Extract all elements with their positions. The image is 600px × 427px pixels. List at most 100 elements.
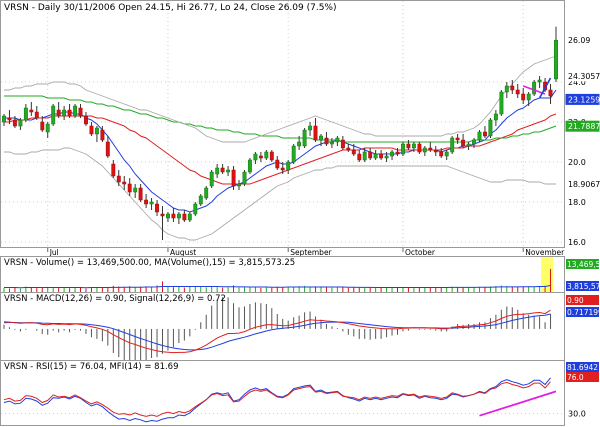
macd-signal-line — [3, 313, 551, 351]
macd-value-tags: 0.90 0.717199 — [566, 295, 600, 317]
candle-body — [280, 167, 285, 171]
candle-body — [171, 213, 176, 219]
volume-value-tag — [566, 259, 599, 269]
candle-body — [466, 143, 471, 147]
rsi-value-tag — [566, 362, 599, 372]
volume-value-tag-label: 3,815,57 — [567, 282, 600, 291]
month-label: October — [405, 248, 436, 257]
trend-marker-line — [538, 77, 552, 99]
candle-body — [187, 213, 192, 221]
candle-body — [127, 183, 132, 193]
candle-body — [329, 141, 334, 145]
candle-body — [89, 125, 94, 135]
candle-body — [12, 119, 17, 127]
price-tick-label: 18.0 — [568, 198, 586, 207]
candle-body — [444, 151, 449, 157]
candle-body — [62, 109, 67, 117]
candle-body — [504, 85, 509, 93]
candle-body — [51, 105, 56, 125]
candle-body — [515, 89, 520, 95]
candle-body — [34, 111, 39, 119]
candle-body — [176, 213, 181, 219]
candle-body — [247, 159, 252, 173]
volume-highlight — [541, 257, 553, 292]
candle-body — [116, 175, 121, 183]
price-value-tag-label: 24.3057 — [568, 72, 600, 81]
candle-body — [45, 123, 50, 133]
candle-body — [450, 137, 455, 153]
price-value-tag-label: 21.7887 — [568, 122, 600, 131]
volume-ma-line — [4, 285, 551, 289]
candle-body — [286, 161, 291, 171]
candle-body — [324, 137, 329, 145]
volume-value-tag — [566, 281, 599, 291]
volume-ma-path — [4, 285, 551, 289]
candle-body — [7, 117, 12, 121]
rsi-axis: 30.0 — [568, 410, 586, 419]
candle-body — [411, 143, 416, 149]
candle-body — [384, 155, 389, 159]
candle-body — [209, 171, 214, 187]
price-value-tag — [565, 70, 600, 82]
candle-body — [401, 143, 405, 155]
candle-body — [483, 131, 487, 137]
candle-body — [439, 151, 444, 157]
candle-body — [100, 129, 105, 141]
candle-body — [269, 151, 274, 161]
candle-body — [433, 149, 438, 153]
candle-body — [472, 139, 476, 145]
price-tick-label: 24.0 — [568, 78, 586, 87]
price-value-tag-label: 18.9067 — [568, 180, 600, 189]
candle-body — [428, 147, 433, 151]
candle-body — [275, 159, 280, 169]
macd-histogram — [3, 297, 552, 363]
candle-body — [84, 115, 88, 125]
candle-body — [242, 171, 247, 185]
candle-body — [390, 151, 394, 157]
candle-body — [149, 201, 154, 205]
candle-body — [23, 107, 28, 121]
volume-value-tag-label: 13,469,50 — [567, 260, 600, 269]
price-candles — [2, 26, 558, 240]
candle-body — [204, 187, 209, 199]
candle-body — [138, 187, 143, 201]
candle-body — [548, 89, 553, 97]
mfi-line — [3, 377, 551, 423]
candle-body — [237, 183, 241, 187]
month-labels: Jul August September October November — [47, 248, 565, 257]
candle-body — [215, 167, 220, 175]
candle-body — [499, 91, 504, 115]
volume-header: VRSN - Volume() = 13,469,500.00, MA(Volu… — [4, 258, 295, 268]
price-pane: VRSN - Daily 30/11/2006 Open 24.15, Hi 2… — [0, 0, 600, 248]
bollinger-lower-line — [4, 147, 556, 241]
price-tick-label: 16.0 — [568, 238, 586, 247]
candle-body — [291, 145, 296, 163]
candle-body — [144, 199, 149, 205]
candle-body — [258, 155, 263, 159]
candle-body — [198, 195, 203, 205]
candle-body — [105, 141, 110, 157]
candle-body — [340, 139, 345, 149]
candle-body — [67, 109, 72, 117]
candle-body — [510, 85, 515, 91]
macd-value-tag — [566, 295, 599, 305]
candle-body — [78, 107, 83, 117]
macd-header: VRSN - MACD(12,26) = 0.90, Signal(12,26,… — [4, 294, 226, 304]
price-header: VRSN - Daily 30/11/2006 Open 24.15, Hi 2… — [4, 3, 336, 13]
price-value-tag — [565, 120, 600, 132]
candle-body — [56, 109, 61, 117]
bollinger-upper-line — [4, 55, 557, 143]
candle-body — [264, 151, 269, 159]
price-pane-frame — [0, 0, 565, 248]
macd-line — [3, 309, 551, 354]
rsi-trend-line-path — [479, 390, 557, 417]
candle-body — [422, 147, 427, 153]
price-value-tag — [565, 93, 600, 105]
candle-body — [166, 213, 170, 219]
candle-body — [346, 147, 351, 151]
candle-body — [368, 151, 373, 159]
month-label: August — [170, 248, 196, 257]
candle-body — [18, 119, 23, 127]
candle-body — [537, 79, 542, 83]
